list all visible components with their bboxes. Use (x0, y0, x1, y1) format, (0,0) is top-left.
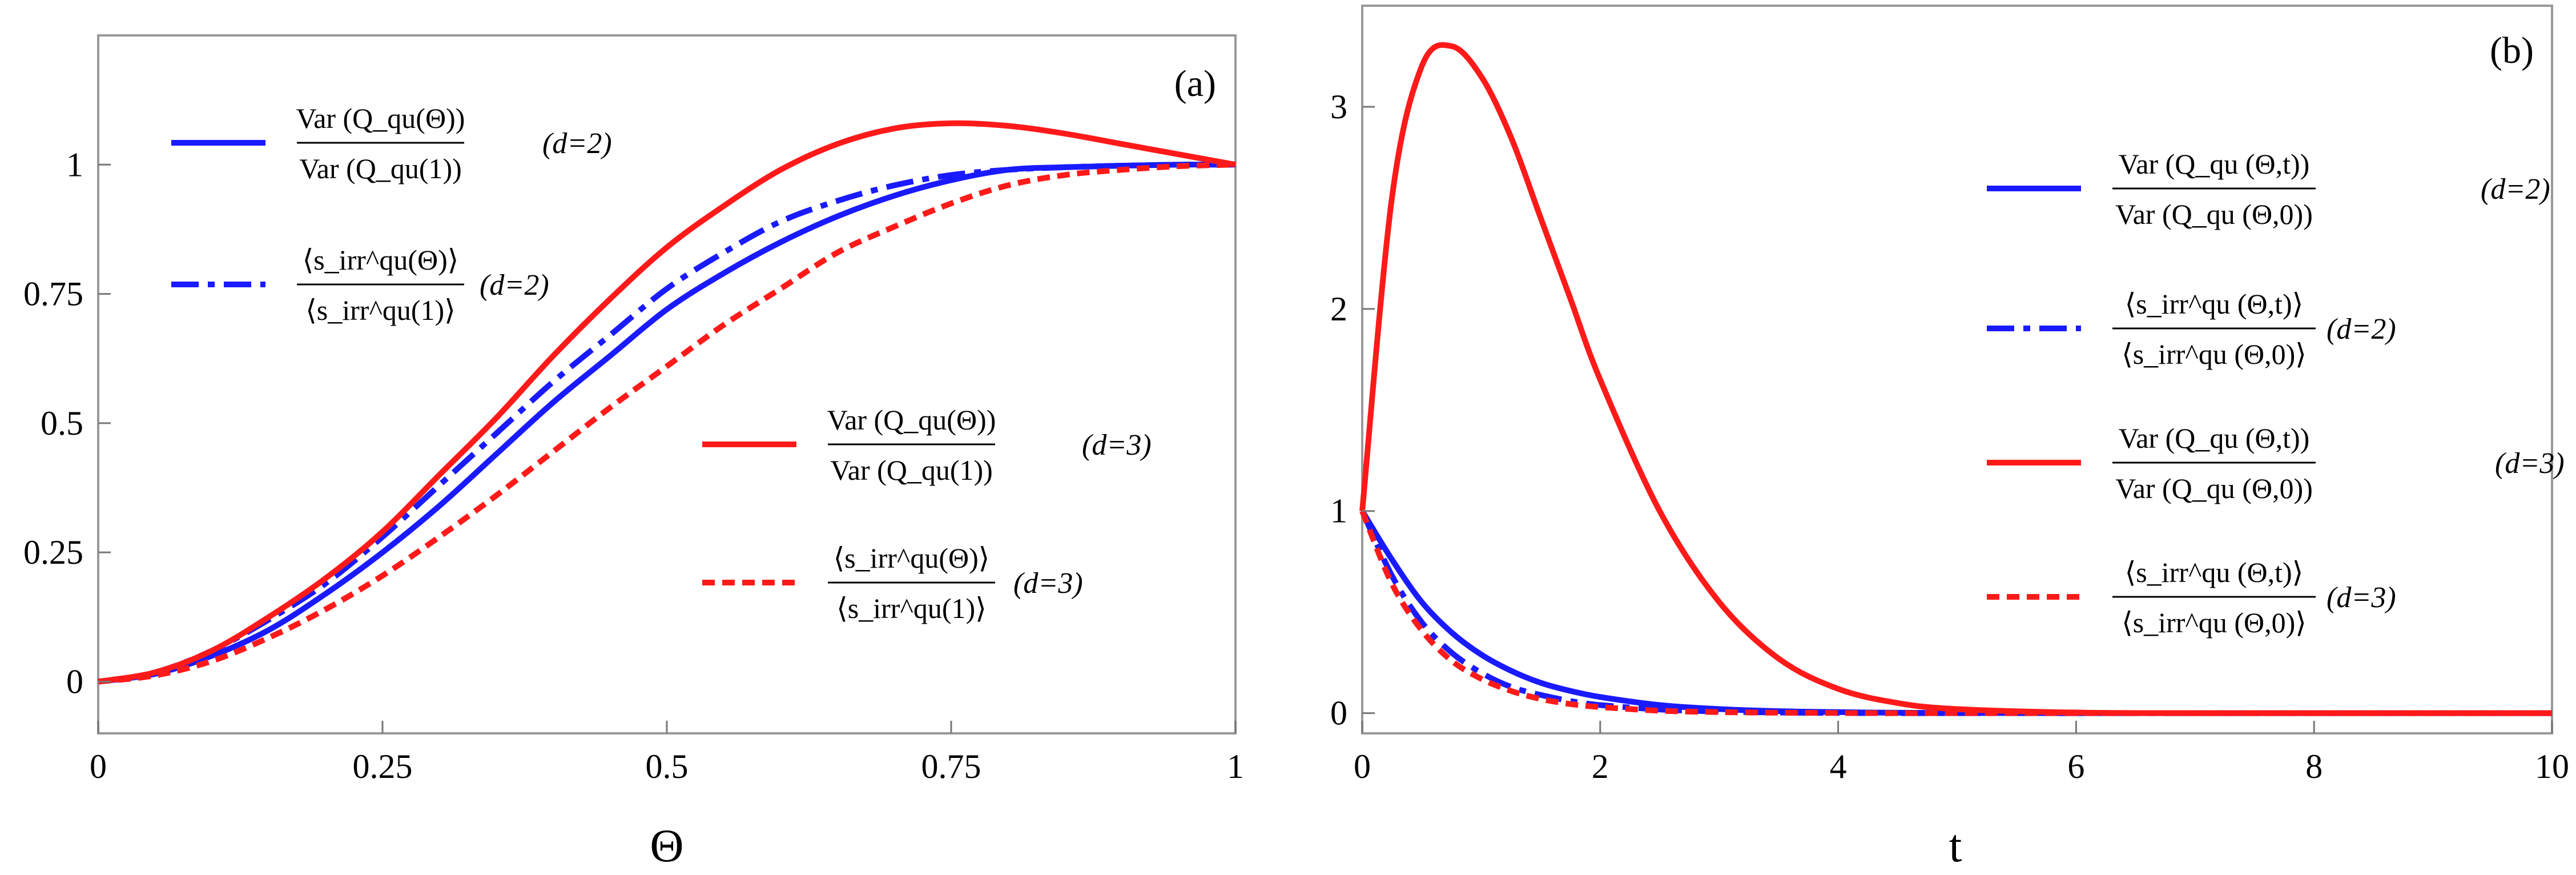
legend-suffix: (d=2) (480, 269, 549, 302)
legend-denominator: Var (Q_qu (Θ,0)) (2115, 472, 2313, 504)
legend-a: Var (Q_qu(Θ))Var (Q_qu(1))(d=2)⟨s_irr^qu… (171, 102, 1152, 624)
legend-suffix: (d=2) (542, 127, 612, 160)
legend-suffix: (d=3) (1082, 429, 1152, 461)
legend-numerator: ⟨s_irr^qu(Θ)⟩ (303, 244, 459, 276)
x-tick-label: 6 (2067, 748, 2084, 785)
series-line-3 (1359, 42, 2552, 716)
legend-denominator: Var (Q_qu(1)) (299, 152, 462, 184)
y-tick-label: 1 (1330, 492, 1347, 530)
x-axis-title-b: t (1949, 820, 1962, 872)
x-tick-label: 4 (1830, 748, 1847, 785)
x-tick-label: 0.5 (646, 748, 689, 785)
y-tick-label: 1 (66, 146, 83, 183)
series-line-3 (98, 120, 1236, 685)
legend-numerator: ⟨s_irr^qu (Θ,t)⟩ (2125, 556, 2303, 588)
legend-denominator: ⟨s_irr^qu (Θ,0)⟩ (2122, 607, 2307, 639)
legend-denominator: ⟨s_irr^qu(1)⟩ (305, 294, 455, 326)
legend-item-1: Var (Q_qu (Θ,t)) Var (Q_qu (Θ,0)) (d=2) (1987, 148, 2550, 230)
x-tick-label: 1 (1227, 748, 1244, 785)
legend-item-4: ⟨s_irr^qu (Θ,t)⟩ ⟨s_irr^qu (Θ,0)⟩ (d=3) (1987, 556, 2396, 639)
legend-suffix: (d=3) (2327, 581, 2396, 614)
y-tick-label: 0.5 (41, 404, 83, 442)
legend-item-4: ⟨s_irr^qu(Θ)⟩ ⟨s_irr^qu(1)⟩ (d=3) (702, 542, 1083, 624)
y-tick-label: 3 (1330, 88, 1347, 126)
legend-numerator: Var (Q_qu(Θ)) (296, 102, 465, 134)
legend-suffix: (d=3) (1013, 567, 1083, 600)
legend-suffix: (d=2) (2327, 313, 2396, 346)
x-tick-label: 0.25 (353, 748, 413, 785)
panel-label-b: (b) (2490, 30, 2534, 71)
series-line-1 (98, 162, 1236, 685)
legend-denominator: Var (Q_qu(1)) (830, 454, 993, 486)
y-tick-label: 0.75 (23, 275, 83, 313)
y-tick-label: 2 (1330, 290, 1347, 328)
series-b (1359, 42, 2552, 716)
legend-denominator: ⟨s_irr^qu(1)⟩ (836, 592, 986, 624)
legend-suffix: (d=2) (2481, 173, 2550, 206)
legend-numerator: Var (Q_qu (Θ,t)) (2119, 148, 2310, 180)
x-tick-label: 2 (1592, 748, 1609, 785)
legend-b: Var (Q_qu (Θ,t))Var (Q_qu (Θ,0))(d=2)⟨s_… (1987, 148, 2565, 639)
y-tick-label: 0.25 (23, 533, 83, 571)
y-tick-label: 0 (66, 663, 83, 700)
legend-numerator: Var (Q_qu (Θ,t)) (2119, 422, 2310, 454)
legend-item-2: ⟨s_irr^qu (Θ,t)⟩ ⟨s_irr^qu (Θ,0)⟩ (d=2) (1987, 288, 2396, 370)
ticks-b: 0 2 4 6 8 10 0 1 2 3 (1330, 88, 2569, 785)
legend-item-1: Var (Q_qu(Θ)) Var (Q_qu(1)) (d=2) (171, 102, 612, 184)
x-tick-label: 0.75 (921, 748, 981, 785)
legend-numerator: Var (Q_qu(Θ)) (827, 404, 996, 436)
y-tick-label: 0 (1330, 695, 1347, 732)
series-a (98, 120, 1236, 685)
panel-label-a: (a) (1174, 63, 1216, 105)
plot-frame-b (1361, 5, 2553, 734)
legend-suffix: (d=3) (2495, 447, 2565, 480)
legend-numerator: ⟨s_irr^qu (Θ,t)⟩ (2125, 288, 2303, 320)
series-line-4 (98, 162, 1236, 685)
legend-item-2: ⟨s_irr^qu(Θ)⟩ ⟨s_irr^qu(1)⟩ (d=2) (171, 244, 549, 326)
x-tick-label: 0 (1354, 748, 1371, 785)
series-line-2 (98, 162, 1236, 685)
x-tick-label: 8 (2305, 748, 2323, 785)
legend-item-3: Var (Q_qu (Θ,t)) Var (Q_qu (Θ,0)) (d=3) (1987, 422, 2565, 504)
legend-denominator: Var (Q_qu (Θ,0)) (2115, 198, 2313, 230)
ticks-a: 0 0.25 0.5 0.75 1 0 0.25 0.5 0.75 1 (23, 146, 1244, 785)
legend-item-3: Var (Q_qu(Θ)) Var (Q_qu(1)) (d=3) (702, 404, 1152, 486)
x-tick-label: 10 (2535, 748, 2569, 785)
legend-denominator: ⟨s_irr^qu (Θ,0)⟩ (2122, 338, 2307, 370)
x-axis-title-a: Θ (650, 820, 683, 872)
x-tick-label: 0 (90, 748, 107, 785)
panel-a: 0 0.25 0.5 0.75 1 0 0.25 0.5 0.75 1 (a) Θ Var (Q_… (23, 34, 1244, 872)
legend-numerator: ⟨s_irr^qu(Θ)⟩ (834, 542, 990, 574)
